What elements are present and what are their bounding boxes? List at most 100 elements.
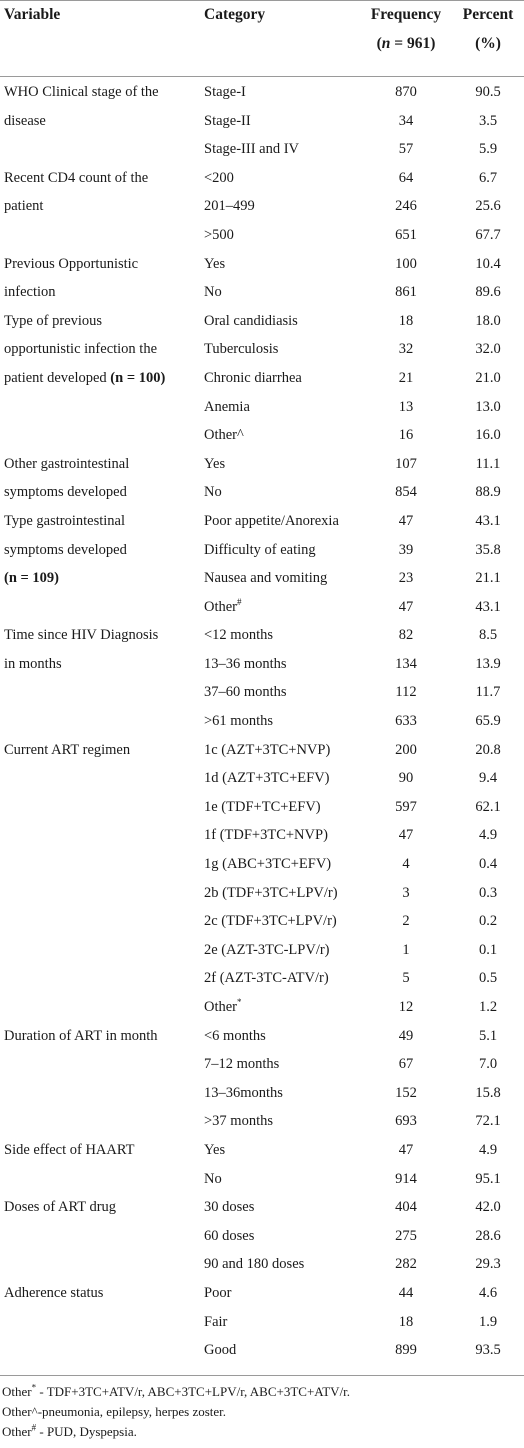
cell-category: Stage-III and IV [204,135,299,164]
cell-category-text: Nausea and vomiting [204,570,328,587]
cell-percent: 13.9 [475,655,501,672]
cell-category-text: 13–36 months [204,655,287,672]
cell-category: 201–499 [204,192,255,221]
cell-frequency: 152 [395,1084,417,1101]
cell-category-text: >61 months [204,713,274,730]
cell-category-text: 13–36months [204,1084,283,1101]
cell-frequency: 47 [398,1141,414,1158]
cell-percent: 3.5 [478,112,498,129]
cell-variable: infection [4,278,56,307]
cell-category: 1g (ABC+3TC+EFV) [204,850,331,879]
cell-category-text: 1g (ABC+3TC+EFV) [204,856,332,873]
header-percent-line1: Percent [462,6,514,23]
cell-category-text: 201–499 [204,198,255,215]
cell-percent: 16.0 [475,427,501,444]
cell-category-text: No [204,1170,222,1187]
cell-percent: 0.4 [478,856,498,873]
table-row: Doses of ART drug 30 doses 404 42.0 [0,1193,524,1222]
table-row: Other# 47 43.1 [0,593,524,622]
table-row: WHO Clinical stage of the Stage-I 870 90.5 [0,78,524,107]
table-row: 13–36months 152 15.8 [0,1079,524,1108]
cell-category-text: 2c (TDF+3TC+LPV/r) [204,913,337,930]
table-row: Current ART regimen 1c (AZT+3TC+NVP) 200 20… [0,736,524,765]
cell-category: >61 months [204,707,273,736]
cell-variable: Duration of ART in month [4,1022,158,1051]
cell-percent: 67.7 [475,226,501,243]
table-row: 2c (TDF+3TC+LPV/r) 2 0.2 [0,907,524,936]
cell-variable: (n = 109) [4,564,59,593]
table-row: disease Stage-II 34 3.5 [0,107,524,136]
cell-category: 60 doses [204,1222,254,1251]
cell-frequency: 4 [402,856,410,873]
cell-category-text: Good [204,1342,237,1359]
cell-category-text: 30 doses [204,1199,255,1216]
cell-category-text: Anemia [204,398,250,415]
cell-variable-text: symptoms developed [4,541,127,558]
cell-variable-text: Type of previous [4,312,103,329]
header-frequency: Frequency (n = 961) [356,0,456,58]
header-frequency-line2: (n = 961) [376,35,436,52]
cell-frequency: 16 [398,427,414,444]
cell-percent: 5.9 [478,141,498,158]
cell-category: No [204,1165,222,1194]
footnote: Other^-pneumonia, epilepsy, herpes zoste… [2,1402,350,1422]
cell-frequency: 82 [398,627,414,644]
cell-category: Poor [204,1279,231,1308]
cell-category-footnote-mark: * [237,997,242,1008]
cell-category-text: Stage-II [204,112,251,129]
cell-category: Difficulty of eating [204,536,316,565]
cell-variable-text: in months [4,655,62,672]
cell-category: 2e (AZT-3TC-LPV/r) [204,936,330,965]
cell-category-text: Difficulty of eating [204,541,316,558]
cell-frequency: 39 [398,541,414,558]
header-percent-line2: (%) [475,35,501,52]
table-body: WHO Clinical stage of the Stage-I 870 90.5 d… [0,78,524,1365]
cell-category: Yes [204,450,225,479]
cell-category: 13–36 months [204,650,287,679]
cell-category: Other^ [204,421,244,450]
table-row: 1d (AZT+3TC+EFV) 90 9.4 [0,764,524,793]
cell-category: 1e (TDF+TC+EFV) [204,793,321,822]
cell-category-text: Stage-III and IV [204,141,300,158]
cell-category-text: 1c (AZT+3TC+NVP) [204,741,331,758]
table-row: 1f (TDF+3TC+NVP) 47 4.9 [0,821,524,850]
cell-frequency: 13 [398,398,414,415]
cell-variable-text: Time since HIV Diagnosis [4,627,159,644]
cell-frequency: 18 [398,1313,414,1330]
table-row: 1e (TDF+TC+EFV) 597 62.1 [0,793,524,822]
table-row: Good 899 93.5 [0,1336,524,1365]
cell-frequency: 49 [398,1027,414,1044]
cell-category-text: >37 months [204,1113,274,1130]
cell-category-text: Oral candidiasis [204,312,298,329]
cell-category-text: Stage-I [204,84,246,100]
cell-category-text: No [204,484,222,501]
cell-category: 2c (TDF+3TC+LPV/r) [204,907,337,936]
footnote-text: -pneumonia, epilepsy, herpes zoster. [37,1404,227,1419]
cell-category-text: 1d (AZT+3TC+EFV) [204,770,330,787]
table-row: 90 and 180 doses 282 29.3 [0,1250,524,1279]
cell-category-text: Tuberculosis [204,341,279,358]
cell-category-text: <200 [204,169,234,186]
table-row: Type gastrointestinal Poor appetite/Anore… [0,507,524,536]
cell-variable: Type gastrointestinal [4,507,125,536]
cell-percent: 0.2 [478,913,498,930]
cell-percent: 90.5 [475,84,501,100]
cell-percent: 21.0 [475,369,501,386]
cell-category: <200 [204,164,234,193]
cell-percent: 1.9 [478,1313,498,1330]
cell-frequency: 633 [395,713,417,730]
top-rule [0,0,524,1]
cell-variable-text: Side effect of HAART [4,1141,135,1158]
header-category: Category [204,6,266,23]
footnote-prefix: Other^ [2,1404,38,1419]
cell-percent: 9.4 [478,770,498,787]
header-frequency-line1: Frequency [370,6,442,23]
cell-percent: 95.1 [475,1170,501,1187]
cell-frequency: 651 [395,226,417,243]
cell-percent: 0.3 [478,884,498,901]
cell-frequency: 404 [395,1199,417,1216]
table-row: Other gastrointestinal Yes 107 11.1 [0,450,524,479]
cell-variable-text: Other gastrointestinal [4,455,130,472]
cell-frequency: 1 [402,941,410,958]
